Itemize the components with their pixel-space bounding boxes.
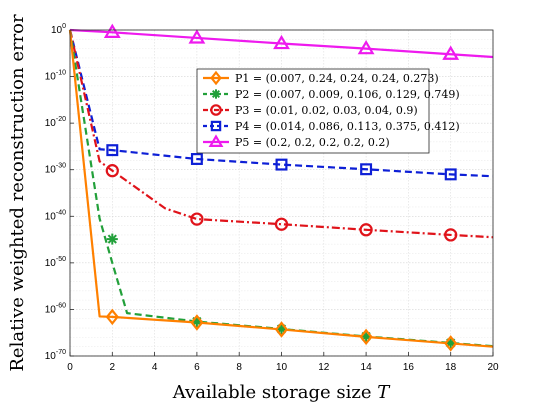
series-line-1 <box>68 29 494 348</box>
marker-triangle <box>273 34 290 50</box>
marker-diamond <box>359 328 373 346</box>
y-tick-label: 10-40 <box>45 209 66 222</box>
marker-square <box>444 168 457 181</box>
legend-box <box>196 68 430 154</box>
marker-triangle <box>188 29 206 44</box>
x-tick-label: 8 <box>236 362 242 373</box>
marker-circle <box>210 104 222 116</box>
y-tick-label: 10-20 <box>45 116 66 129</box>
marker-diamond <box>210 70 222 86</box>
y-tick-label: 10-50 <box>45 256 66 269</box>
series-line-4 <box>68 29 494 178</box>
y-axis-ticks: 100 10-10 10-20 10-30 10-40 10-50 10-60 10-70 <box>45 23 74 362</box>
series-line-3 <box>68 29 494 239</box>
x-tick-label: 12 <box>318 362 330 373</box>
x-tick-label: 16 <box>403 362 415 373</box>
marker-circle <box>359 223 373 237</box>
series-line-5 <box>69 28 494 59</box>
x-tick-label: 10 <box>276 362 288 373</box>
x-tick-label: 4 <box>152 362 158 373</box>
marker-diamond <box>274 321 289 338</box>
marker-square <box>106 144 119 157</box>
x-tick-label: 2 <box>110 362 116 373</box>
marker-square <box>360 163 373 176</box>
marker-square <box>275 158 288 171</box>
marker-triangle <box>442 45 460 60</box>
y-tick-label: 10-30 <box>45 163 66 176</box>
y-tick-label: 10-70 <box>45 349 66 362</box>
marker-circle <box>190 212 204 226</box>
marker-square <box>210 120 222 132</box>
marker-diamond <box>444 335 458 352</box>
y-axis-label: Relative weighted reconstruction error <box>7 14 28 372</box>
y-tick-label: 10-60 <box>45 302 66 315</box>
marker-asterisk <box>106 233 118 245</box>
x-tick-label: 6 <box>194 362 200 373</box>
legend-entry-label: P1 = (0.007, 0.24, 0.24, 0.24, 0.273) <box>235 72 439 85</box>
marker-diamond <box>190 314 204 331</box>
x-tick-label: 18 <box>445 362 457 373</box>
marker-circle <box>444 228 458 242</box>
asterisk-stroke <box>211 89 221 99</box>
series-markers <box>103 23 460 352</box>
marker-triangle <box>208 134 224 147</box>
legend-entry-label: P5 = (0.2, 0.2, 0.2, 0.2, 0.2) <box>235 136 390 149</box>
marker-diamond <box>105 308 119 326</box>
x-tick-label: 0 <box>67 362 73 373</box>
y-tick-label: 100 <box>51 23 66 36</box>
marker-square <box>190 153 203 165</box>
x-axis-ticks: 0 2 4 6 8 10 12 14 16 18 20 <box>67 352 499 373</box>
legend-entry-label: P3 = (0.01, 0.02, 0.03, 0.04, 0.9) <box>235 104 418 117</box>
y-tick-label: 10-10 <box>45 70 66 83</box>
x-axis-label: Available storage size T <box>172 382 391 403</box>
x-tick-label: 14 <box>361 362 373 373</box>
asterisk-stroke <box>107 234 117 244</box>
legend-entry-label: P4 = (0.014, 0.086, 0.113, 0.375, 0.412) <box>235 120 460 133</box>
marker-asterisk <box>211 89 221 99</box>
marker-triangle <box>103 23 121 38</box>
marker-circle <box>274 217 289 231</box>
x-axis-label-var: T <box>377 382 391 403</box>
x-tick-label: 20 <box>487 362 499 373</box>
marker-circle <box>105 164 119 178</box>
series-lines <box>68 28 494 348</box>
x-axis-label-text: Available storage size <box>172 382 377 403</box>
legend-entry-label: P2 = (0.007, 0.009, 0.106, 0.129, 0.749) <box>235 88 460 101</box>
legend: P1 = (0.007, 0.24, 0.24, 0.24, 0.273) P2 … <box>196 68 460 154</box>
marker-triangle <box>357 39 375 55</box>
